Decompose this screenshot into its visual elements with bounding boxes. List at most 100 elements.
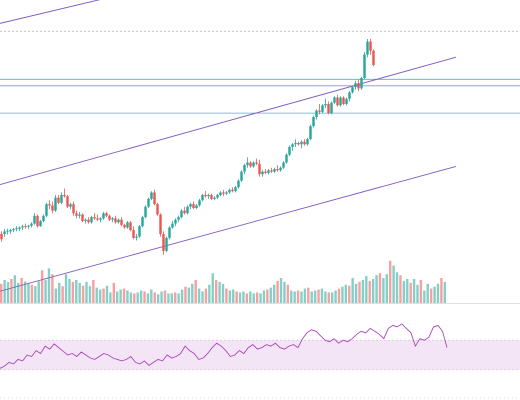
candle-body-103 (309, 126, 312, 140)
volume-bar-47 (160, 291, 163, 303)
volume-bar-111 (378, 273, 382, 303)
candle-body-75 (225, 192, 228, 194)
volume-bar-49 (167, 293, 170, 303)
candle-body-104 (312, 117, 315, 127)
candle-body-17 (51, 205, 54, 211)
candle-body-3 (9, 230, 12, 232)
volume-bar-72 (245, 293, 249, 303)
candle-body-45 (135, 236, 138, 238)
volume-bar-15 (51, 274, 54, 303)
candle-body-44 (132, 230, 135, 238)
candle-body-101 (303, 141, 306, 145)
candle-body-14 (42, 215, 45, 221)
candle-body-120 (360, 78, 363, 89)
volume-bar-84 (286, 284, 290, 303)
volume-bar-13 (44, 279, 47, 303)
volume-bar-125 (426, 283, 429, 303)
candle-body-21 (63, 195, 66, 197)
volume-bar-8 (27, 283, 30, 303)
volume-bar-5 (17, 282, 20, 303)
volume-bar-101 (344, 284, 348, 303)
candle-body-65 (195, 205, 198, 208)
volume-bar-59 (201, 291, 204, 303)
candle-body-108 (324, 104, 327, 106)
volume-bar-86 (293, 291, 296, 303)
volume-bar-53 (180, 289, 184, 303)
volume-bar-75 (255, 292, 259, 303)
volume-bar-113 (385, 274, 388, 303)
volume-bar-87 (296, 290, 300, 303)
volume-bar-52 (177, 293, 180, 303)
candle-body-20 (60, 195, 63, 203)
volume-bar-103 (351, 278, 354, 303)
candle-body-69 (207, 195, 210, 197)
volume-bar-118 (402, 280, 406, 303)
volume-bar-38 (129, 292, 133, 303)
candle-body-8 (24, 226, 27, 228)
volume-bar-102 (348, 285, 351, 303)
volume-bar-42 (143, 291, 146, 303)
candle-body-57 (171, 223, 174, 228)
volume-bar-90 (307, 287, 310, 303)
candle-body-113 (339, 97, 342, 106)
volume-bar-31 (105, 285, 109, 303)
candle-body-100 (300, 141, 303, 145)
candle-body-72 (216, 195, 219, 198)
candle-body-87 (261, 171, 264, 175)
volume-bar-74 (252, 293, 255, 303)
candle-body-52 (156, 204, 159, 215)
volume-bar-37 (126, 290, 129, 303)
volume-bar-18 (61, 286, 64, 303)
volume-bar-91 (310, 291, 313, 303)
volume-bar-63 (214, 279, 218, 303)
candle-body-107 (321, 105, 324, 112)
candle-body-55 (165, 237, 168, 251)
candle-body-32 (96, 218, 99, 220)
channel-line-2 (0, 165, 457, 292)
candle-body-25 (75, 213, 78, 216)
price-panel (0, 0, 520, 292)
volume-bar-0 (0, 283, 3, 303)
candle-body-53 (159, 214, 162, 234)
volume-bar-70 (238, 292, 242, 303)
candle-body-6 (18, 227, 21, 229)
candle-body-18 (54, 197, 57, 211)
candle-body-5 (15, 228, 18, 230)
volume-bar-61 (208, 284, 211, 303)
candle-body-70 (210, 195, 213, 199)
volume-bar-127 (433, 286, 436, 303)
volume-bar-85 (290, 290, 293, 303)
volume-bar-68 (232, 289, 235, 303)
candle-body-48 (144, 206, 147, 218)
volume-bar-112 (382, 278, 385, 303)
volume-bar-20 (68, 279, 71, 303)
volume-bar-35 (119, 289, 122, 303)
candle-body-92 (276, 169, 279, 171)
candle-body-81 (243, 165, 246, 172)
candle-body-50 (150, 192, 153, 199)
volume-bar-80 (272, 284, 276, 303)
candle-body-49 (147, 198, 150, 207)
candle-body-13 (39, 221, 42, 227)
volume-bar-10 (34, 286, 37, 303)
candle-body-112 (336, 97, 339, 106)
candle-body-90 (270, 170, 273, 172)
volume-bar-2 (6, 281, 10, 303)
volume-bar-6 (20, 278, 23, 303)
volume-bar-65 (221, 283, 225, 303)
volume-bar-104 (354, 283, 358, 303)
volume-bar-116 (395, 272, 399, 303)
candle-body-37 (111, 218, 114, 220)
candle-body-24 (72, 204, 75, 214)
volume-bar-16 (54, 288, 58, 303)
volume-bar-14 (47, 268, 51, 303)
candle-body-74 (222, 192, 225, 194)
candle-body-27 (81, 214, 84, 221)
candle-body-88 (264, 171, 267, 173)
volume-bar-22 (75, 279, 78, 303)
volume-bar-82 (279, 278, 283, 303)
volume-bar-114 (388, 260, 392, 303)
volume-bar-43 (146, 293, 150, 303)
channel-line-0 (0, 0, 101, 24)
